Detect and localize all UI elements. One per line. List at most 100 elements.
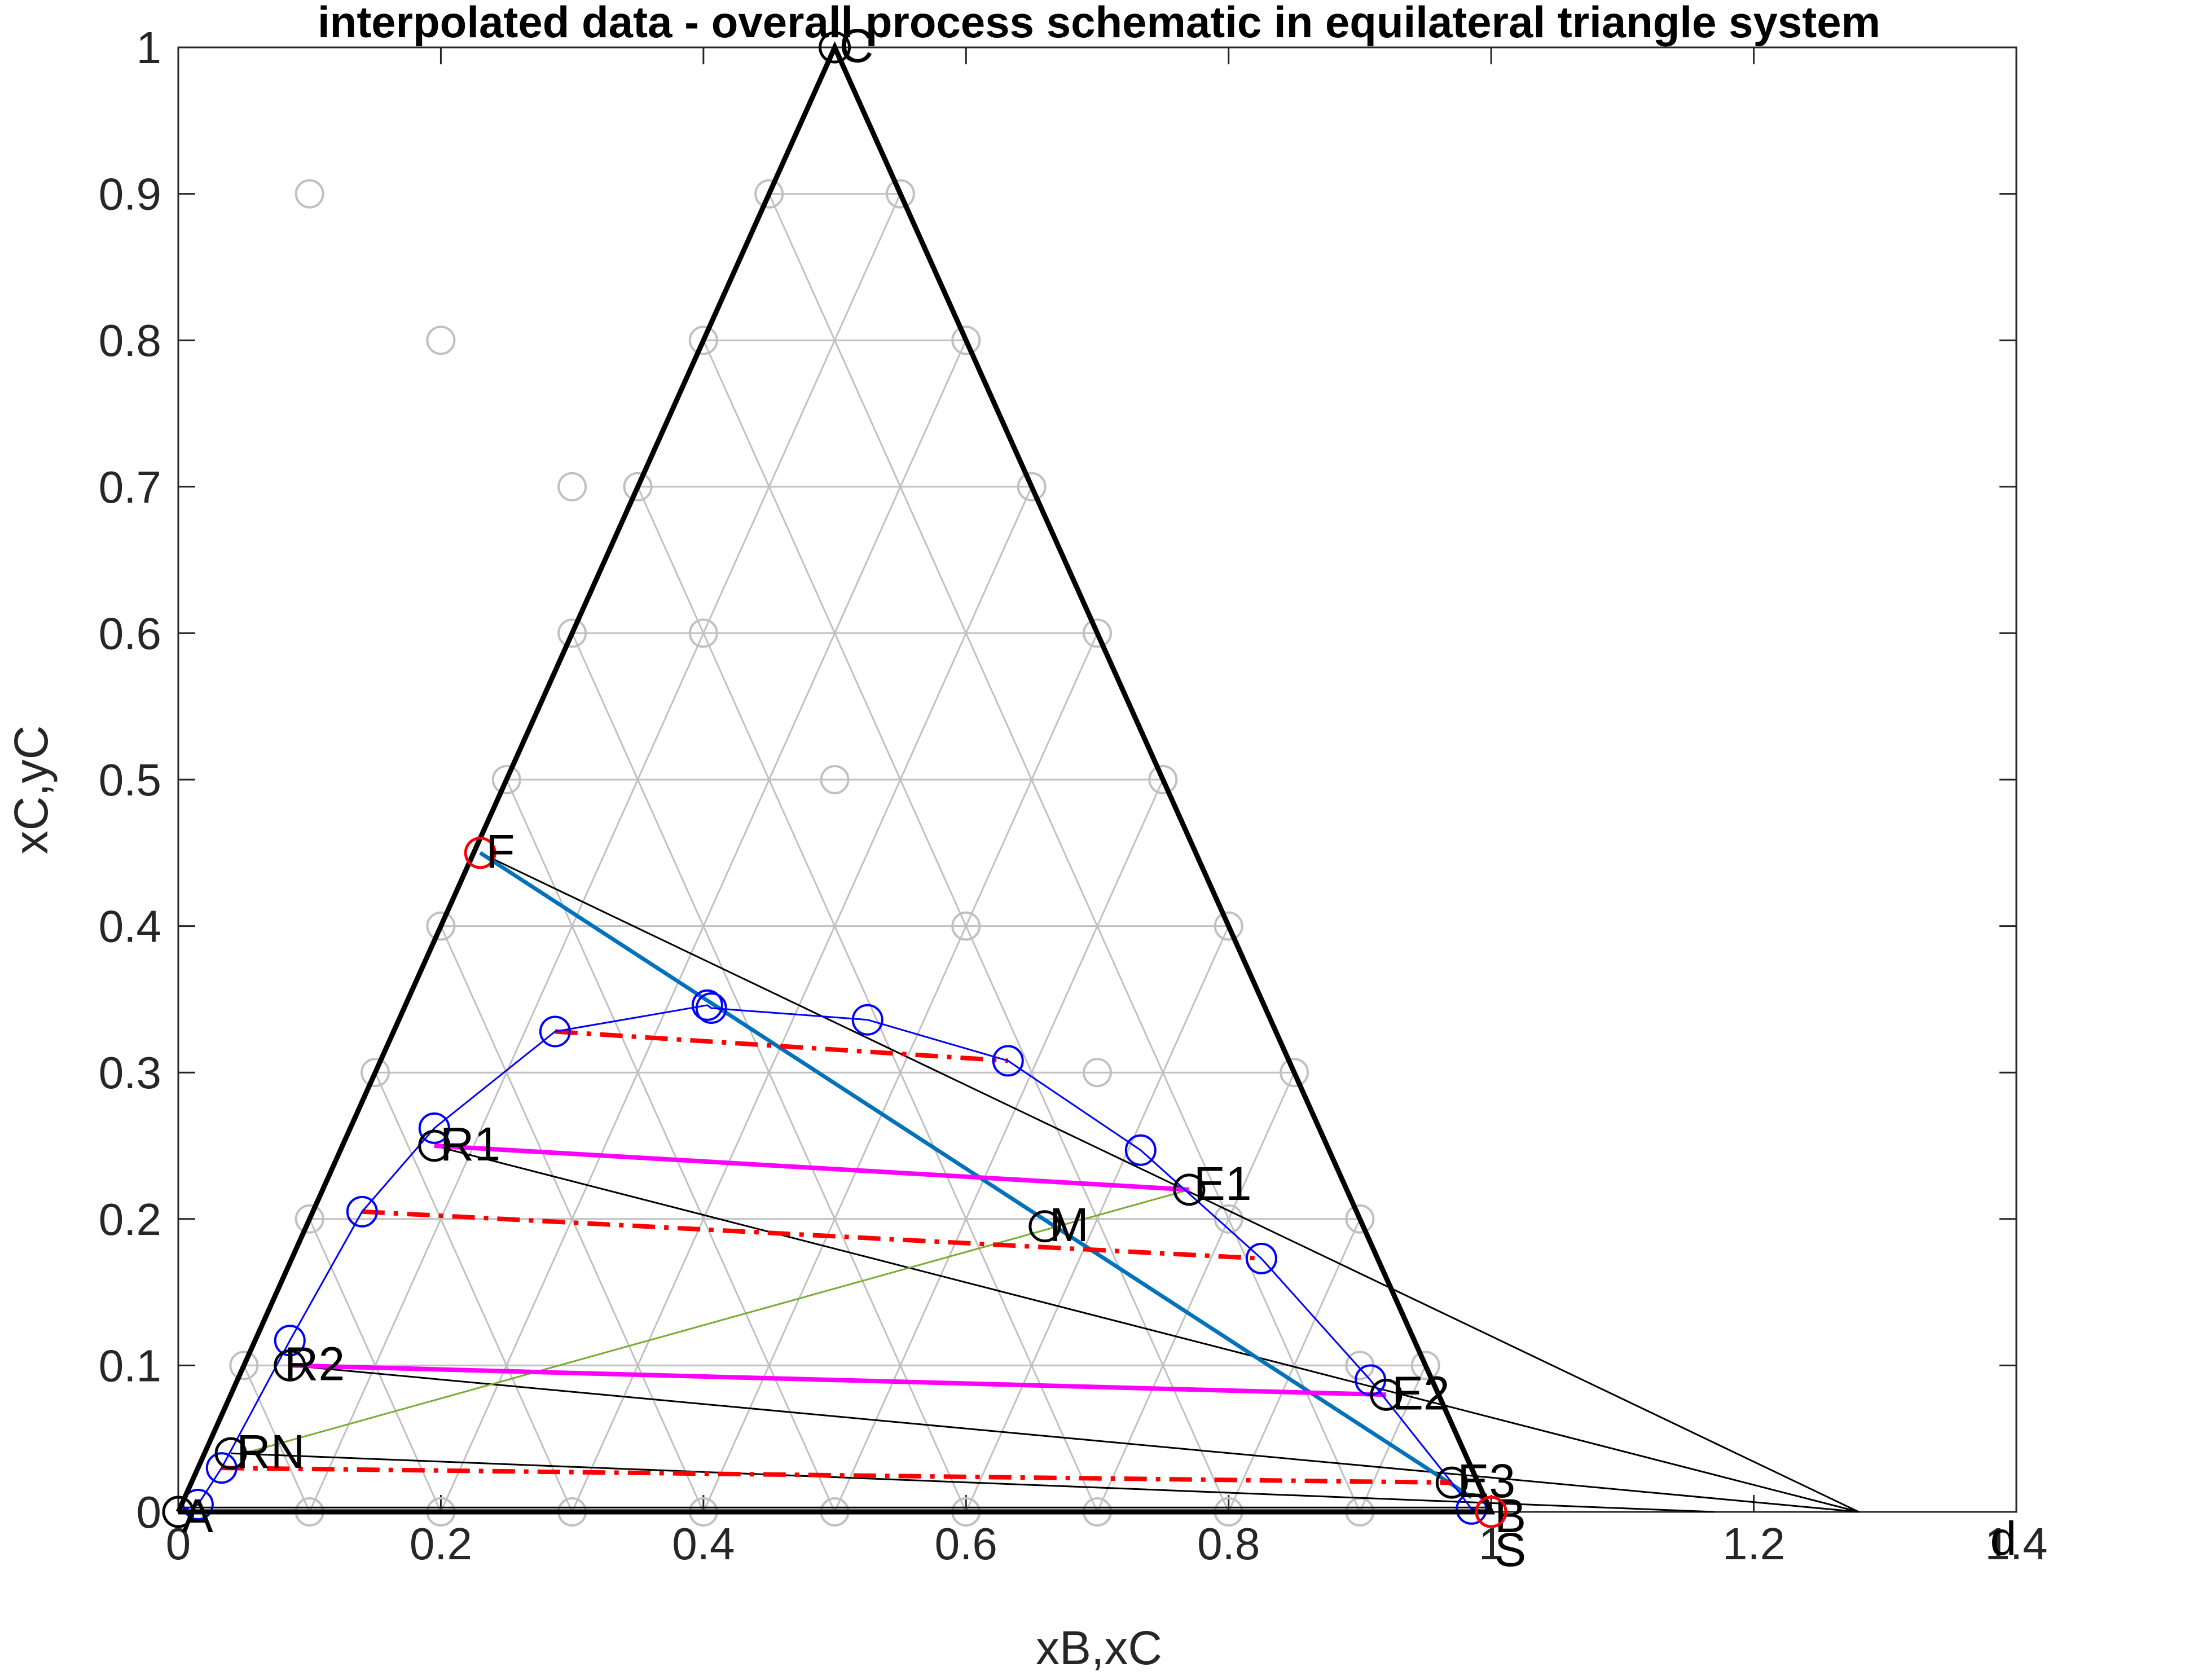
point-label-s: S xyxy=(1494,1523,1526,1576)
x-tick-label: 0.6 xyxy=(935,1519,997,1569)
grid-marker xyxy=(426,326,456,355)
grid-line-diagonal xyxy=(1228,1219,1361,1512)
tie-line-solid xyxy=(434,1144,1190,1192)
binodal-point xyxy=(695,992,727,1024)
point-label-f: F xyxy=(486,825,515,878)
y-tick-label: 0.8 xyxy=(99,315,161,366)
grid-marker xyxy=(557,618,587,648)
point-label-r1: R1 xyxy=(440,1118,500,1171)
y-tick-label: 0.9 xyxy=(99,169,161,219)
grid-marker xyxy=(557,472,587,502)
binodal-curve xyxy=(178,1004,1492,1513)
point-marker-c xyxy=(819,31,851,64)
tie-line-dashed xyxy=(362,1209,1262,1261)
binodal-point xyxy=(1456,1493,1488,1525)
grid-marker xyxy=(1148,765,1178,794)
grid-line-diagonal xyxy=(505,779,836,1512)
y-tick-label: 1 xyxy=(137,23,162,73)
grid-marker xyxy=(1214,911,1243,941)
grid-line-diagonal xyxy=(702,632,1098,1512)
grid-marker xyxy=(426,911,456,941)
binodal-point xyxy=(851,1004,883,1036)
y-tick-label: 0.1 xyxy=(99,1340,161,1391)
point-marker-m xyxy=(1028,1210,1061,1243)
point-label-r2: R2 xyxy=(284,1337,345,1390)
chart-title: interpolated data - overall process sche… xyxy=(318,0,1880,47)
grid-marker xyxy=(1083,1058,1112,1088)
y-tick-label: 0.4 xyxy=(99,901,161,952)
grid-marker xyxy=(951,911,981,941)
binodal-point xyxy=(418,1112,450,1144)
grid-line-diagonal xyxy=(1096,1072,1295,1512)
x-axis-label: xB,xC xyxy=(1036,1621,1162,1674)
y-axis-label: xC,yC xyxy=(5,725,58,855)
grid-line-diagonal xyxy=(309,193,902,1512)
tie-line-dashed xyxy=(221,1466,1452,1485)
grid-line-diagonal xyxy=(1359,1365,1427,1512)
tie-line-dashed xyxy=(555,1029,1009,1063)
x-tick-label: 0.4 xyxy=(672,1519,735,1569)
point-label-a: A xyxy=(182,1489,213,1542)
binodal-point xyxy=(691,989,723,1021)
point-marker-r2 xyxy=(274,1349,306,1382)
point-marker-r1 xyxy=(418,1129,451,1162)
grid-line-diagonal xyxy=(637,486,1098,1512)
point-label-e2: E2 xyxy=(1392,1366,1450,1419)
grid-line-diagonal xyxy=(768,193,1361,1512)
x-tick-label: 1.4 xyxy=(1985,1519,2047,1569)
grid-line-diagonal xyxy=(243,1365,311,1512)
grid-marker xyxy=(1017,472,1047,502)
grid-marker xyxy=(361,1058,390,1088)
grid-marker xyxy=(1083,618,1112,648)
grid-line-diagonal xyxy=(374,1072,573,1512)
point-label-c: C xyxy=(839,19,874,72)
grid-marker xyxy=(294,179,324,209)
x-tick-label: 1.2 xyxy=(1722,1519,1785,1569)
binodal-point xyxy=(274,1325,306,1357)
grid-marker xyxy=(1280,1058,1309,1088)
grid-marker xyxy=(754,179,784,209)
operating-line xyxy=(434,1145,1859,1513)
point-label-m: M xyxy=(1049,1198,1089,1251)
point-marker-f xyxy=(464,837,496,869)
point-marker-a xyxy=(162,1496,195,1528)
point-label-d: d xyxy=(1990,1512,2016,1565)
point-marker-e1 xyxy=(1173,1173,1206,1206)
grid-line-diagonal xyxy=(440,340,967,1512)
triangle-boundary xyxy=(175,41,1496,1515)
point-label-rn: RN xyxy=(236,1425,305,1478)
grid-marker xyxy=(885,179,915,209)
y-tick-label: 0.6 xyxy=(99,608,161,658)
point-marker-s xyxy=(1475,1496,1507,1528)
binodal-point xyxy=(1245,1242,1277,1274)
grid-marker xyxy=(688,618,718,648)
grid-marker xyxy=(294,1204,324,1234)
point-marker-e2 xyxy=(1370,1378,1403,1411)
y-tick-label: 0.2 xyxy=(99,1194,161,1244)
binodal-point xyxy=(1124,1134,1157,1166)
grid-line-diagonal xyxy=(834,779,1164,1512)
grid-line-diagonal xyxy=(965,925,1230,1512)
point-marker-e3 xyxy=(1435,1466,1468,1499)
y-tick-label: 0.3 xyxy=(99,1048,161,1098)
binodal-point xyxy=(992,1045,1024,1077)
tie-line-solid xyxy=(289,1363,1387,1397)
grid-marker xyxy=(1345,1204,1375,1234)
x-tick-label: 0.8 xyxy=(1197,1519,1260,1569)
grid-marker xyxy=(491,765,521,794)
binodal-point xyxy=(539,1015,571,1048)
grid-marker xyxy=(951,326,981,355)
y-tick-label: 0.5 xyxy=(99,755,161,805)
grid-marker xyxy=(1410,1351,1440,1380)
y-tick-label: 0.7 xyxy=(99,462,161,512)
y-tick-label: 0 xyxy=(137,1487,162,1537)
grid-marker xyxy=(820,765,850,794)
operating-line xyxy=(289,1364,1859,1513)
grid-marker xyxy=(688,326,718,355)
point-label-b: B xyxy=(1494,1489,1526,1542)
grid-marker xyxy=(1214,1204,1243,1234)
grid-marker xyxy=(623,472,653,502)
binodal-point xyxy=(346,1195,378,1228)
